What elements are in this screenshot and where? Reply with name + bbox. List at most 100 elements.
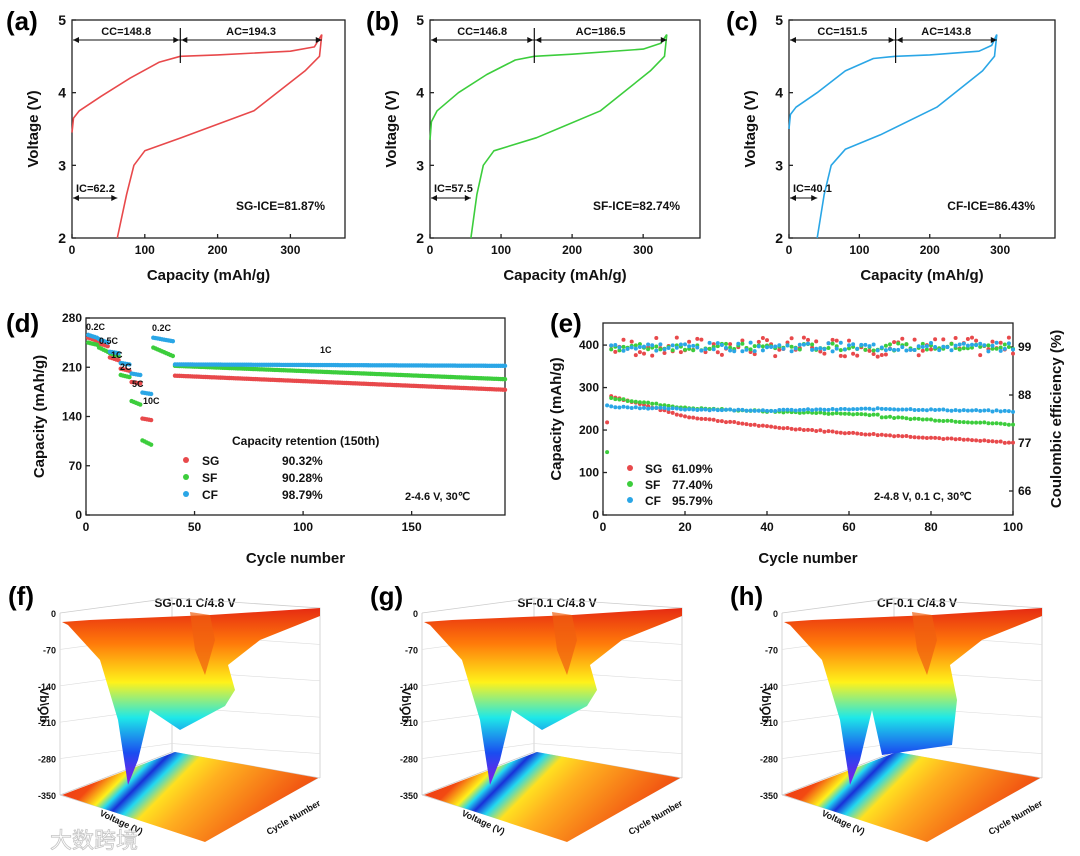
panel-d: (d) 0 50 100 150 0 70 140 210 280 Cycle number Capa… [6, 308, 508, 567]
ce-point-cf [806, 341, 810, 346]
floor-projection [424, 752, 680, 842]
capacity-point-sf [978, 420, 983, 425]
ce-point-sg [978, 353, 983, 358]
capacity-point-sf [818, 410, 823, 415]
ce-point-cf [937, 348, 942, 353]
floor-projection [784, 752, 1040, 842]
ce-point-cf [900, 345, 905, 350]
ce-point-sg [933, 337, 938, 342]
panel-label: (f) [8, 581, 34, 611]
ce-point-cf [920, 344, 925, 349]
capacity-point-sg [769, 424, 774, 429]
ce-point-sf [633, 343, 638, 348]
capacity-point-sg [826, 429, 831, 434]
ce-point-cf [970, 342, 974, 347]
capacity-point-sg [883, 433, 888, 438]
capacity-point-cf [974, 408, 979, 413]
ce-point-sf [691, 348, 696, 353]
y-tick-label: 3 [416, 157, 424, 173]
ce-point-sg [674, 335, 679, 340]
plot-frame [85, 317, 506, 516]
legend-label: CF [202, 488, 218, 502]
x-tick-label: 100 [293, 520, 313, 534]
capacity-point-cf [744, 408, 749, 413]
capacity-point-cf [883, 407, 888, 412]
ce-point-cf [810, 347, 815, 352]
ce-point-cf [961, 341, 966, 346]
arrow-head [990, 37, 997, 43]
ce-point-sg [752, 352, 757, 357]
capacity-point-sf [838, 411, 843, 416]
capacity-point-sg [933, 435, 938, 440]
ce-point-cf [707, 340, 712, 345]
ce-point-cf [797, 342, 802, 347]
capacity-point-cf [851, 407, 856, 412]
ce-point-sg [847, 338, 851, 343]
capacity-point-cf [990, 409, 995, 414]
ce-point-sg [920, 348, 925, 353]
x-tick-label: 300 [990, 243, 1010, 257]
capacity-point-cf [678, 407, 683, 412]
ice-annotation: SG-ICE=81.87% [236, 199, 325, 213]
capacity-point-sg [1006, 440, 1011, 445]
ce-point-sg [662, 350, 667, 355]
capacity-point-sg [863, 432, 868, 437]
capacity-point-cf [949, 408, 954, 413]
ic-annotation: IC=40.1 [793, 183, 832, 195]
data-point-cf [502, 363, 508, 369]
ce-point-sf [888, 342, 892, 347]
ce-point-sf [658, 347, 663, 352]
z-tick-label: -280 [760, 755, 778, 765]
capacity-point-cf [703, 407, 708, 412]
ce-point-cf [978, 341, 983, 346]
legend-title: Capacity retention (150th) [232, 434, 379, 448]
ic-annotation: IC=62.2 [76, 183, 115, 195]
capacity-point-sf [666, 403, 671, 408]
capacity-point-sg [818, 428, 823, 433]
ce-point-sf [609, 347, 614, 352]
grid-line [171, 743, 321, 754]
capacity-point-cf [728, 407, 733, 412]
ce-point-cf [748, 340, 753, 345]
capacity-point-cf [789, 407, 794, 412]
ce-point-sg [834, 338, 839, 343]
ce-point-cf [822, 347, 827, 352]
ce-point-cf [1011, 347, 1015, 352]
data-point-cf [170, 339, 176, 344]
arrow-head [431, 195, 437, 201]
y-tick-label: 5 [775, 12, 783, 28]
capacity-point-sg [892, 434, 897, 439]
data-point-sf [127, 374, 132, 380]
capacity-point-sg [978, 438, 983, 443]
ce-point-cf [945, 345, 950, 350]
capacity-point-sf [797, 410, 802, 415]
capacity-point-cf [605, 403, 610, 408]
rate-label: 1C [111, 350, 123, 360]
cc-annotation: CC=151.5 [817, 26, 867, 38]
capacity-point-sf [957, 419, 962, 424]
ce-point-cf [711, 347, 716, 352]
capacity-point-cf [801, 407, 806, 412]
ce-point-cf [670, 343, 675, 348]
arrow-head [790, 195, 796, 201]
x-tick-label: 300 [633, 243, 653, 257]
capacity-point-cf [818, 407, 823, 412]
x-tick-label: 150 [402, 520, 422, 534]
charge-curve [788, 34, 998, 130]
capacity-point-sf [654, 401, 659, 406]
capacity-point-sg [1002, 440, 1007, 445]
capacity-point-cf [916, 408, 921, 413]
data-point-cf [116, 350, 121, 356]
ce-point-sg [699, 337, 704, 342]
ce-point-cf [834, 346, 839, 351]
ce-point-sg [830, 337, 835, 342]
ce-point-sf [728, 345, 733, 350]
y-tick-label: 200 [579, 423, 599, 437]
capacity-point-cf [875, 406, 880, 411]
ce-point-sg [650, 353, 655, 358]
capacity-point-sg [859, 431, 864, 436]
capacity-point-sg [695, 416, 700, 421]
ce-point-sg [998, 340, 1003, 345]
panel-h: (h) CF-0.1 C/4.8 V 0 -70 -140 -210 -280 -350 dQ/… [730, 581, 1045, 842]
capacity-point-cf [646, 406, 651, 411]
